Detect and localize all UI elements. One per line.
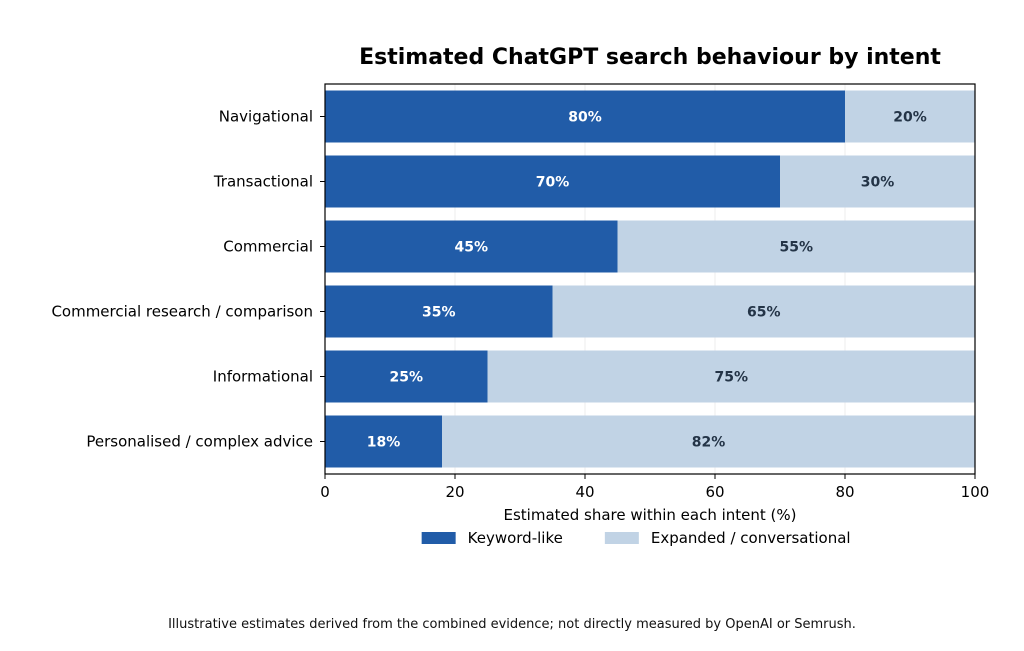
y-tick-label: Navigational: [219, 108, 313, 126]
bar-expanded-conversational: [780, 155, 975, 208]
data-label: 65%: [747, 305, 781, 321]
legend-label: Expanded / conversational: [651, 529, 851, 547]
bar-expanded-conversational: [552, 285, 975, 338]
data-label: 18%: [367, 435, 401, 451]
data-label: 20%: [893, 110, 927, 126]
data-label: 35%: [422, 305, 456, 321]
legend-swatch: [604, 532, 639, 544]
bar-expanded-conversational: [617, 220, 975, 273]
legend: Keyword-like Expanded / conversational: [421, 529, 851, 547]
bar-keyword-like: [325, 220, 618, 273]
y-tick-label: Commercial research / comparison: [51, 303, 313, 321]
data-label: 75%: [714, 370, 748, 386]
bars: [325, 90, 975, 468]
y-tick-label: Personalised / complex advice: [86, 433, 313, 451]
chart: Estimated ChatGPT search behaviour by in…: [51, 45, 989, 547]
data-label: 80%: [568, 110, 602, 126]
y-tick-label: Commercial: [223, 238, 313, 256]
bar-keyword-like: [325, 285, 553, 338]
x-axis-label: Estimated share within each intent (%): [504, 506, 797, 524]
legend-swatch: [421, 532, 456, 544]
bar-expanded-conversational: [845, 90, 975, 143]
y-tick-label: Informational: [213, 368, 313, 386]
x-tick-label: 80: [835, 483, 854, 501]
bar-expanded-conversational: [487, 350, 975, 403]
plot-frame: [324, 83, 976, 475]
x-tick-label: 100: [961, 483, 990, 501]
bar-expanded-conversational: [442, 415, 975, 468]
data-labels: 80% 20% 70% 30% 45% 55% 35% 65% 25% 75% 18% 82%: [367, 110, 927, 451]
x-tick-label: 20: [445, 483, 464, 501]
data-label: 25%: [389, 370, 423, 386]
bar-keyword-like: [325, 90, 845, 143]
data-label: 82%: [692, 435, 726, 451]
x-tick-label: 0: [320, 483, 330, 501]
x-tick-label: 60: [705, 483, 724, 501]
bar-keyword-like: [325, 350, 488, 403]
bar-keyword-like: [325, 415, 442, 468]
data-label: 45%: [454, 240, 488, 256]
y-tick-label: Transactional: [213, 173, 313, 191]
data-label: 30%: [861, 175, 895, 191]
chart-title: Estimated ChatGPT search behaviour by in…: [359, 45, 941, 70]
axis-ticks: 0 20 40 60 80 100 Navigational Transactional Com…: [51, 108, 989, 502]
legend-label: Keyword-like: [468, 529, 563, 547]
data-label: 70%: [536, 175, 570, 191]
data-label: 55%: [779, 240, 813, 256]
x-tick-label: 40: [575, 483, 594, 501]
bar-keyword-like: [325, 155, 780, 208]
footnote: Illustrative estimates derived from the …: [168, 617, 856, 632]
